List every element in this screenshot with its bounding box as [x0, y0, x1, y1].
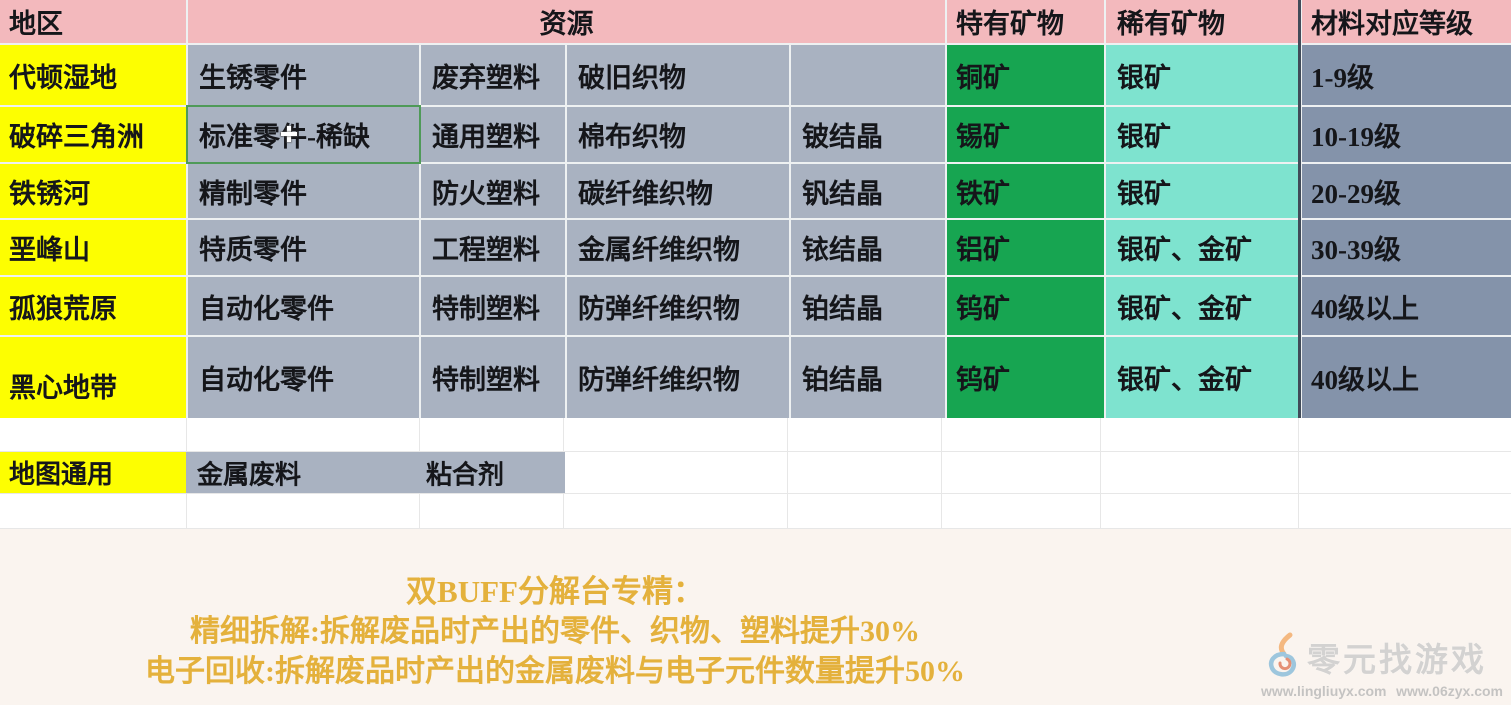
- watermark-url-2: www.06zyx.com: [1396, 683, 1503, 699]
- watermark-site-name: 零元找游戏: [1307, 643, 1487, 679]
- cell-unique-mineral[interactable]: 钨矿: [947, 277, 1104, 335]
- cell-unique-mineral[interactable]: 铜矿: [947, 45, 1104, 105]
- cell-unique-mineral[interactable]: 铝矿: [947, 220, 1104, 275]
- cell-plastic[interactable]: 特制塑料: [421, 337, 565, 418]
- cell-rare-mineral[interactable]: 银矿、金矿: [1106, 277, 1300, 335]
- cell-unique-mineral[interactable]: 铁矿: [947, 164, 1104, 218]
- selected-cell-parts[interactable]: 标准零件-稀缺: [186, 105, 421, 164]
- cell-fabric[interactable]: 防弹纤维织物: [567, 337, 789, 418]
- common-item-scrap: 金属废料: [197, 460, 302, 489]
- cell-region[interactable]: 代顿湿地: [0, 45, 186, 105]
- cell-plastic[interactable]: 废弃塑料: [421, 45, 565, 105]
- cell-rare-mineral[interactable]: 银矿: [1106, 107, 1300, 162]
- header-unique-mineral[interactable]: 特有矿物: [947, 0, 1104, 43]
- common-item-adhesive: 粘合剂: [426, 460, 505, 489]
- cell-unique-mineral[interactable]: 钨矿: [947, 337, 1104, 418]
- buff-notes: 双BUFF分解台专精： 精细拆解:拆解废品时产出的零件、织物、塑料提升30% 电…: [0, 572, 1110, 692]
- buff-note-line: 精细拆解:拆解废品时产出的零件、织物、塑料提升30%: [190, 615, 920, 648]
- cell-crystal[interactable]: [791, 45, 945, 105]
- cell-rare-mineral[interactable]: 银矿、金矿: [1106, 337, 1300, 418]
- cell-level[interactable]: 40级以上: [1302, 337, 1511, 418]
- gridline: [0, 451, 1511, 452]
- cell-plastic[interactable]: 特制塑料: [421, 277, 565, 335]
- cell-level[interactable]: 20-29级: [1302, 164, 1511, 218]
- cell-plastic[interactable]: 工程塑料: [421, 220, 565, 275]
- gridline: [941, 418, 942, 530]
- cell-parts[interactable]: 特质零件: [188, 220, 419, 275]
- cell-fabric[interactable]: 金属纤维织物: [567, 220, 789, 275]
- cell-plastic[interactable]: 通用塑料: [421, 107, 565, 162]
- cell-unique-mineral[interactable]: 锡矿: [947, 107, 1104, 162]
- header-material-level[interactable]: 材料对应等级: [1302, 0, 1511, 43]
- buff-note-line: 电子回收:拆解废品时产出的金属废料与电子元件数量提升50%: [145, 655, 965, 688]
- cell-level[interactable]: 10-19级: [1302, 107, 1511, 162]
- cell-rare-mineral[interactable]: 银矿、金矿: [1106, 220, 1300, 275]
- gridline: [787, 418, 788, 530]
- cell-crystal[interactable]: 铍结晶: [791, 107, 945, 162]
- cell-crystal[interactable]: 铱结晶: [791, 220, 945, 275]
- header-resources[interactable]: 资源: [188, 0, 945, 43]
- gridline: [0, 493, 1511, 494]
- cell-crystal[interactable]: 钒结晶: [791, 164, 945, 218]
- cell-level[interactable]: 40级以上: [1302, 277, 1511, 335]
- cell-parts[interactable]: 生锈零件: [188, 45, 419, 105]
- resource-table: 地区 资源 特有矿物 稀有矿物 材料对应等级 代顿湿地 生锈零件 废弃塑料 破旧…: [0, 0, 1511, 418]
- cell-crystal[interactable]: 铂结晶: [791, 337, 945, 418]
- cell-fabric[interactable]: 破旧织物: [567, 45, 789, 105]
- buff-notes-title: 双BUFF分解台专精：: [406, 574, 704, 609]
- cell-fabric[interactable]: 碳纤维织物: [567, 164, 789, 218]
- gridline: [1298, 418, 1299, 530]
- cell-cursor-icon: [281, 126, 297, 142]
- cell-fabric[interactable]: 棉布织物: [567, 107, 789, 162]
- cell-crystal[interactable]: 铂结晶: [791, 277, 945, 335]
- cell-region[interactable]: 孤狼荒原: [0, 277, 186, 335]
- cell-common-resources[interactable]: 金属废料 粘合剂: [186, 452, 565, 493]
- header-rare-mineral[interactable]: 稀有矿物: [1106, 0, 1300, 43]
- cell-plastic[interactable]: 防火塑料: [421, 164, 565, 218]
- cell-parts[interactable]: 自动化零件: [188, 337, 419, 418]
- bottom-band: [0, 529, 1511, 705]
- cell-fabric[interactable]: 防弹纤维织物: [567, 277, 789, 335]
- cell-region[interactable]: 垩峰山: [0, 220, 186, 275]
- watermark-url-1: www.lingliuyx.com: [1261, 683, 1387, 699]
- cell-parts[interactable]: 精制零件: [188, 164, 419, 218]
- cell-region[interactable]: 铁锈河: [0, 164, 186, 218]
- cell-rare-mineral[interactable]: 银矿: [1106, 164, 1300, 218]
- column-divider-line: [1298, 0, 1301, 418]
- cell-parts[interactable]: 自动化零件: [188, 277, 419, 335]
- map-common-row: 地图通用 金属废料 粘合剂: [0, 452, 565, 493]
- cell-level[interactable]: 1-9级: [1302, 45, 1511, 105]
- cell-region-common[interactable]: 地图通用: [0, 452, 186, 493]
- header-region[interactable]: 地区: [0, 0, 186, 43]
- cell-level[interactable]: 30-39级: [1302, 220, 1511, 275]
- cell-region[interactable]: 黑心地带: [0, 337, 186, 418]
- watermark: 零元找游戏 www.lingliuyx.com www.06zyx.com: [1261, 632, 1503, 699]
- gridline: [1100, 418, 1101, 530]
- lingliuyx-logo-icon: [1268, 632, 1296, 677]
- cell-region[interactable]: 破碎三角洲: [0, 107, 186, 162]
- cell-rare-mineral[interactable]: 银矿: [1106, 45, 1300, 105]
- gridline: [0, 528, 1511, 529]
